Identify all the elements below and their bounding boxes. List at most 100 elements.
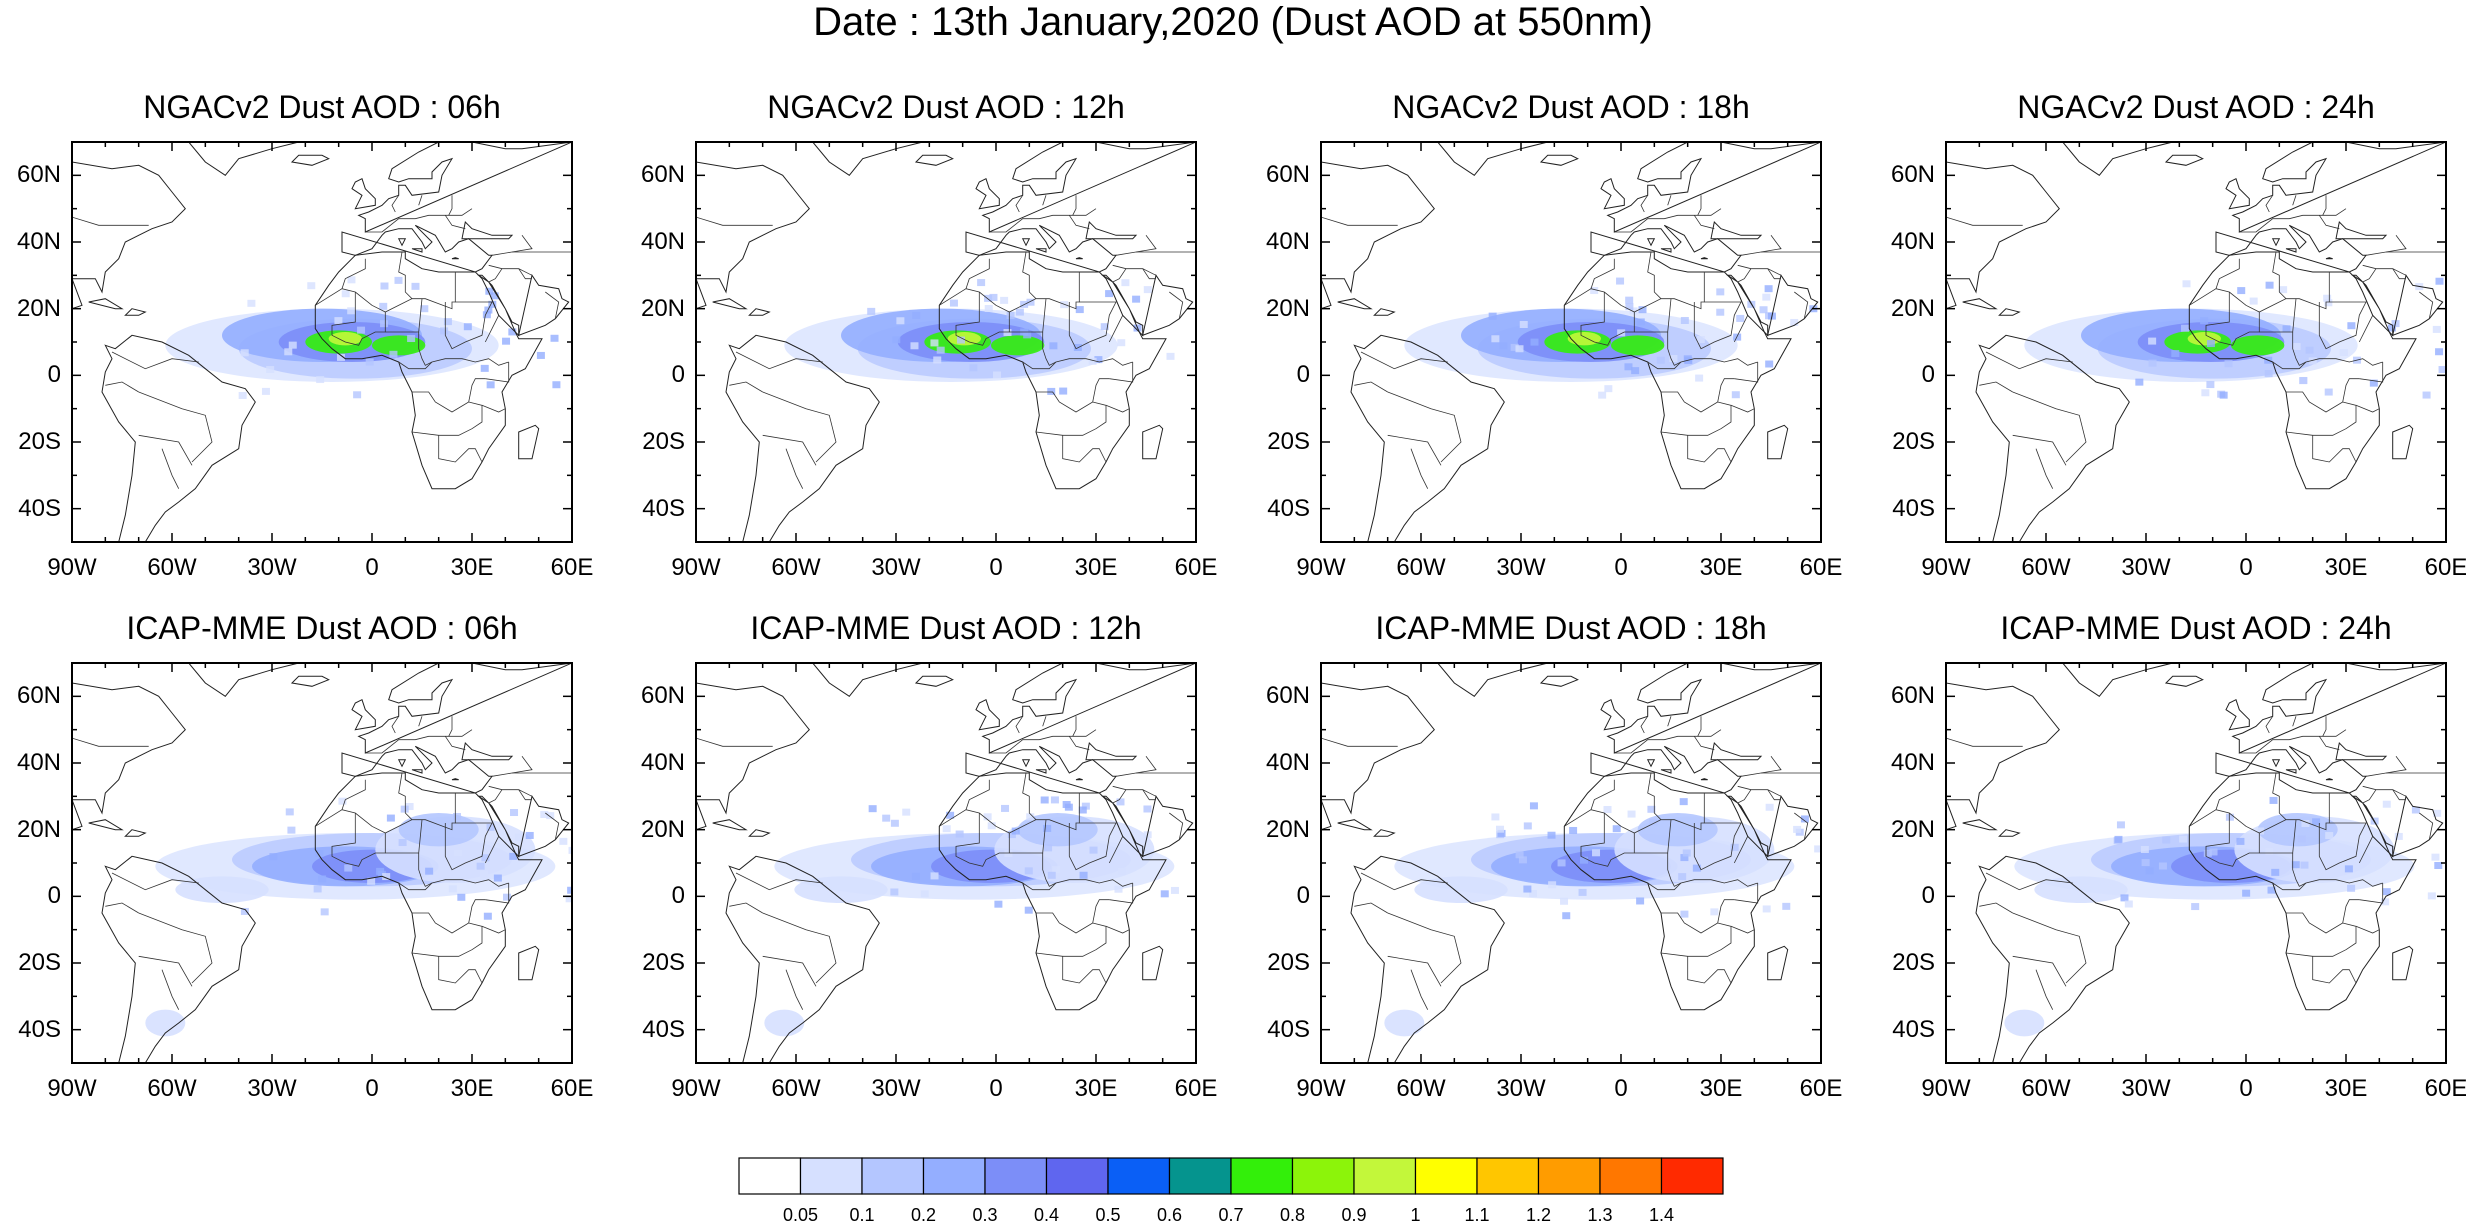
colorbar-swatch: [1353, 1157, 1417, 1195]
country-border: [1112, 789, 1127, 804]
dust-aod-cell: [2236, 837, 2245, 845]
country-border: [1169, 812, 1184, 840]
dust-aod-cell: [316, 376, 325, 384]
longitude-label: 90W: [1296, 554, 1346, 581]
country-border: [1730, 925, 1755, 934]
dust-aod-cell: [989, 293, 998, 301]
dust-aod-cell: [334, 317, 343, 325]
dust-aod-cell: [240, 907, 249, 915]
country-border: [1667, 195, 1672, 206]
country-border: [411, 401, 483, 436]
dust-aod-cell: [1617, 329, 1626, 337]
dust-aod-cell: [463, 323, 472, 331]
dust-aod-cell: [1089, 846, 1098, 854]
dust-aod-cell: [2148, 337, 2157, 345]
coastline: [2335, 220, 2388, 240]
dust-aod-cell: [1088, 357, 1097, 365]
dust-aod-cell: [347, 307, 356, 315]
coastline: [101, 855, 256, 1063]
coastline: [1075, 257, 1083, 260]
country-border: [1697, 195, 1702, 216]
dust-aod-cell: [284, 348, 293, 356]
dust-aod-cell: [266, 366, 275, 374]
coastline: [1337, 298, 1373, 310]
country-border: [418, 716, 423, 727]
coastline: [2285, 248, 2297, 253]
dust-aod-cell: [1692, 864, 1701, 872]
dust-aod-cell: [2344, 865, 2353, 873]
longitude-label: 30E: [1699, 554, 1743, 581]
country-border: [1062, 435, 1107, 463]
dust-aod-field: [1637, 813, 1718, 847]
dust-aod-cell: [1105, 290, 1114, 298]
dust-aod-cell: [1166, 352, 1175, 360]
dust-aod-cell: [1515, 345, 1524, 353]
map-panel-6: [695, 662, 1197, 1064]
coastline: [1767, 945, 1789, 981]
dust-aod-field: [794, 876, 888, 903]
dust-aod-cell: [2324, 299, 2333, 307]
latitude-label: 0: [1296, 882, 1310, 910]
dust-aod-cell: [1011, 827, 1020, 835]
dust-aod-cell: [1716, 288, 1725, 296]
dust-aod-cell: [2431, 853, 2440, 861]
dust-aod-cell: [1003, 329, 1012, 337]
coastline: [1021, 759, 1031, 768]
longitude-label: 60W: [771, 1075, 821, 1102]
country-border: [161, 448, 180, 489]
dust-aod-cell: [1678, 873, 1687, 881]
dust-aod-field: [2034, 876, 2128, 903]
country-border: [481, 404, 506, 413]
country-border: [448, 195, 453, 216]
country-border: [1009, 298, 1047, 333]
dust-aod-cell: [2381, 898, 2390, 906]
colorbar-swatch: [1414, 1157, 1478, 1195]
dust-aod-cell: [1040, 796, 1049, 804]
coastline: [1350, 855, 1505, 1063]
country-border: [1767, 789, 1781, 801]
panel-title: NGACv2 Dust AOD : 06h: [143, 89, 501, 125]
dust-aod-cell: [1627, 810, 1636, 818]
coastline: [72, 161, 186, 310]
country-border: [735, 351, 823, 370]
country-border: [1667, 332, 1758, 366]
country-border: [785, 969, 804, 1010]
dust-aod-cell: [2279, 286, 2288, 294]
country-border: [1760, 235, 1782, 253]
country-border: [1737, 264, 1782, 276]
longitude-label: 0: [1614, 554, 1628, 581]
dust-aod-cell: [1580, 856, 1589, 864]
dust-aod-cell: [476, 862, 485, 870]
country-border: [511, 756, 533, 774]
dust-aod-cell: [1143, 286, 1152, 294]
latitude-label: 60N: [1890, 682, 1935, 710]
coastline: [518, 795, 570, 858]
country-border: [444, 736, 466, 751]
country-border: [448, 716, 453, 737]
longitude-label: 30E: [1074, 554, 1118, 581]
country-border: [2272, 361, 2307, 370]
dust-aod-cell: [338, 797, 347, 805]
dust-aod-cell: [1649, 818, 1658, 826]
longitude-label: 60W: [2021, 554, 2071, 581]
country-border: [762, 955, 817, 987]
country-border: [1115, 772, 1196, 777]
dust-aod-cell: [2434, 861, 2443, 869]
dust-aod-cell: [1117, 867, 1126, 875]
coastline: [981, 663, 1196, 754]
country-border: [2259, 298, 2297, 333]
country-border: [2285, 922, 2357, 957]
country-border: [1737, 785, 1782, 797]
dust-aod-cell: [2324, 388, 2333, 396]
colorbar-swatch: [799, 1157, 863, 1195]
dust-aod-cell: [1578, 888, 1587, 896]
latitude-label: 0: [1296, 361, 1310, 389]
country-border: [412, 899, 486, 934]
country-border: [2362, 268, 2377, 283]
dust-aod-field: [398, 813, 479, 847]
coastline: [1085, 220, 1138, 240]
country-border: [438, 956, 483, 984]
dust-aod-cell: [896, 317, 905, 325]
dust-aod-cell: [1557, 859, 1566, 867]
country-border: [1580, 813, 1635, 867]
